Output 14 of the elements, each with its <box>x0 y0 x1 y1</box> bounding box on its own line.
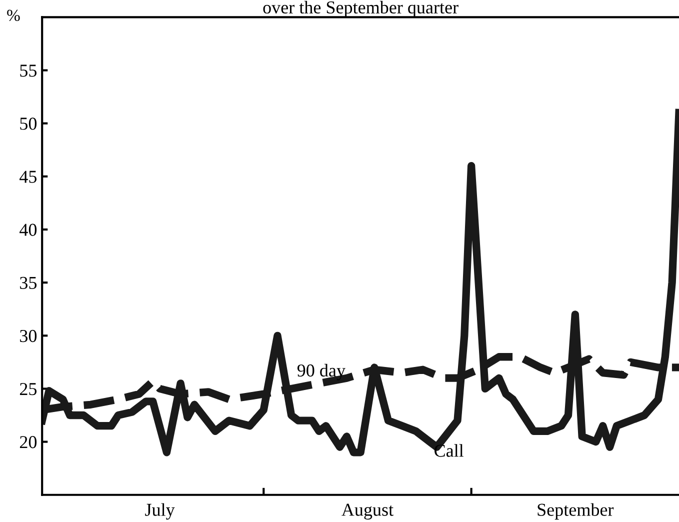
y-axis-title: % <box>7 10 20 22</box>
y-tick-label: 25 <box>20 383 37 396</box>
x-tick-label: August <box>342 504 394 520</box>
y-tick-label: 55 <box>20 64 37 77</box>
x-tick-label: July <box>145 503 175 520</box>
y-tick-label: 50 <box>20 118 37 130</box>
y-tick-label: 45 <box>20 170 37 183</box>
x-tick-label: September <box>538 503 614 520</box>
y-tick-label: 35 <box>20 276 37 290</box>
y-tick-label: 20 <box>20 436 37 448</box>
y-tick-label: 40 <box>20 224 37 236</box>
y-tick-label: 30 <box>20 330 37 342</box>
series-label: 90 day <box>297 364 346 380</box>
chart-title: over the September quarter <box>263 0 458 18</box>
